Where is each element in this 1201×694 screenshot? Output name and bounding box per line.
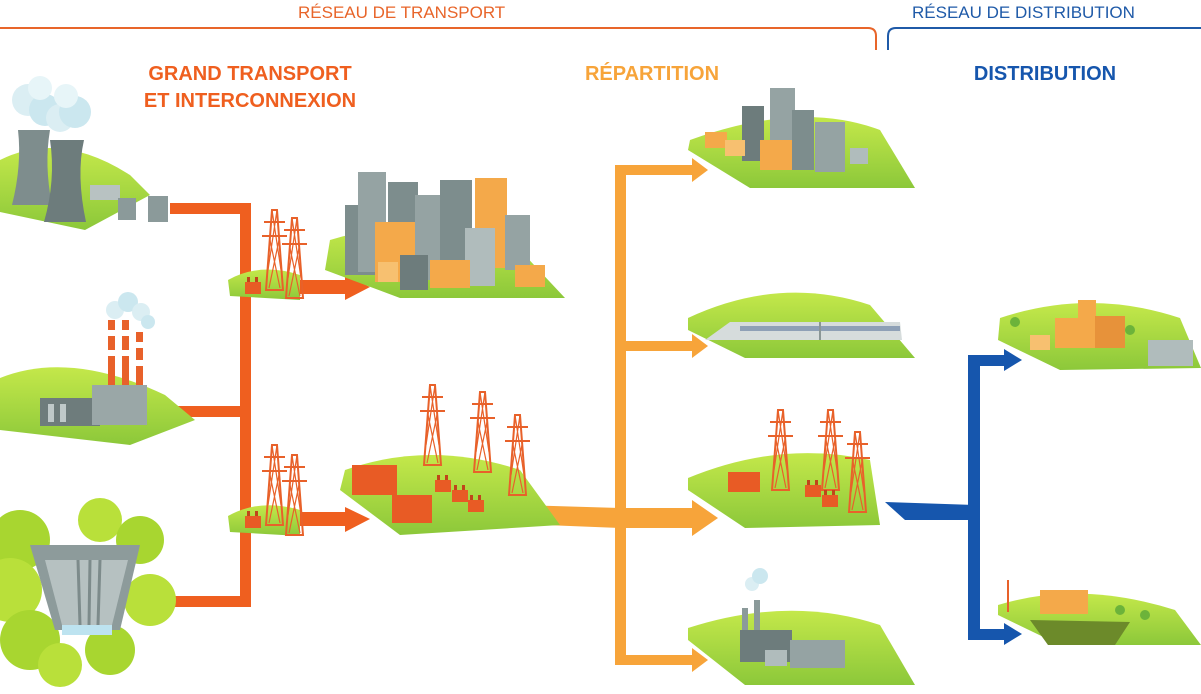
city-icon [325,172,565,298]
distribution-lines [885,349,1022,645]
hydro-dam-icon [0,498,176,687]
distribution-heading: DISTRIBUTION [973,63,1117,85]
transport-bracket [0,27,877,50]
pylon-group-lower [228,444,308,536]
town-icon [688,88,915,188]
distribution-network-label: RÉSEAU DE DISTRIBUTION [912,3,1135,22]
grand-transport-heading: GRAND TRANSPORT ET INTERCONNEXION [118,61,382,115]
village-icon [998,300,1201,370]
nuclear-plant-icon [0,76,168,230]
transport-network-label: RÉSEAU DE TRANSPORT [298,3,506,22]
repartition-heading: RÉPARTITION [584,63,720,85]
thermal-plant-icon [0,292,195,445]
factory-icon [688,568,915,685]
substation-icon-secondary [688,409,880,528]
farm-icon [998,580,1201,645]
repartition-lines [520,158,718,672]
distribution-bracket [887,27,1201,50]
train-icon [688,292,915,358]
substation-icon [340,384,560,535]
pylon-group-upper [228,209,308,300]
grand-transport-line2: ET INTERCONNEXION [143,90,357,112]
grand-transport-line1: GRAND TRANSPORT [148,63,352,85]
